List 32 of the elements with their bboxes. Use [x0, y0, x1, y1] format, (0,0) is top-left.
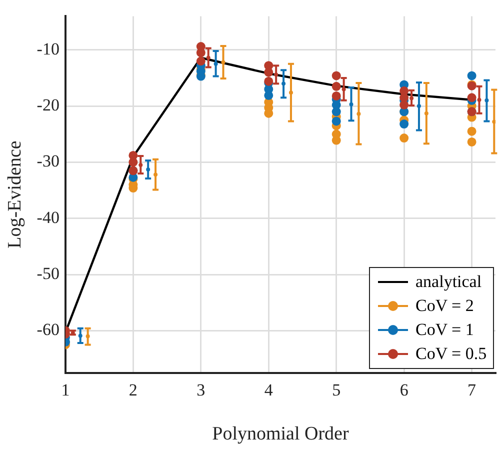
point: [400, 120, 409, 129]
point: [332, 91, 341, 100]
point: [128, 158, 138, 167]
x-tick-label: 5: [332, 380, 341, 400]
point: [332, 116, 341, 126]
point: [467, 137, 476, 146]
x-tick-label: 4: [264, 380, 274, 400]
x-tick-label: 6: [400, 380, 408, 400]
y-tick-label: -10: [36, 39, 60, 58]
point: [467, 71, 476, 80]
y-tick-label: -60: [36, 320, 60, 340]
point: [400, 134, 409, 143]
point: [332, 107, 341, 116]
legend-label: CoV = 2: [416, 296, 474, 316]
point: [196, 56, 206, 66]
point: [332, 71, 341, 80]
legend-label: CoV = 0.5: [416, 344, 487, 364]
y-tick-label: -30: [36, 152, 60, 171]
y-tick-label: -40: [36, 208, 60, 227]
point: [467, 93, 476, 102]
x-tick-label: 1: [61, 380, 70, 400]
x-axis-title: Polynomial Order: [212, 424, 350, 445]
point: [467, 126, 476, 136]
x-tick-label: 2: [128, 380, 138, 400]
point: [332, 82, 341, 91]
y-tick-label: -50: [36, 264, 60, 283]
y-axis-title: Log-Evidence: [4, 140, 26, 248]
x-tick-label: 3: [196, 380, 206, 400]
legend-label: CoV = 1: [416, 320, 474, 340]
legend-label: analytical: [416, 272, 482, 292]
y-tick-label: -20: [36, 96, 60, 115]
x-tick-label: 7: [468, 380, 477, 400]
